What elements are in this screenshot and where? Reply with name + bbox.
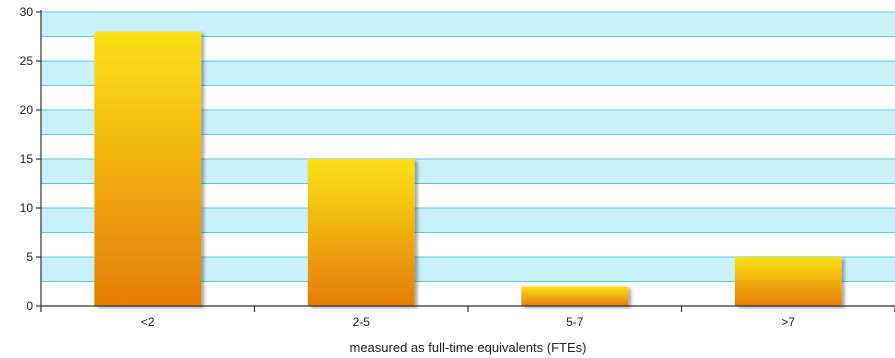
x-tick-label: 5-7 (566, 315, 584, 329)
y-tick-label: 20 (20, 103, 34, 117)
y-tick-label: 25 (20, 54, 34, 68)
y-tick-label: 30 (20, 5, 34, 19)
axes (36, 10, 895, 312)
x-tick-label: >7 (781, 315, 795, 329)
y-tick-labels: 0 5 10 15 20 25 30 (20, 5, 34, 313)
x-tick-labels: <2 2-5 5-7 >7 (141, 315, 796, 329)
x-tick-label: 2-5 (353, 315, 371, 329)
x-axis-title: measured as full-time equivalents (FTEs) (350, 340, 587, 355)
bar->7 (734, 257, 842, 306)
y-tick-label: 0 (26, 299, 33, 313)
bar-2-5 (307, 159, 415, 306)
y-tick-label: 15 (20, 152, 34, 166)
x-tick-label: <2 (141, 315, 155, 329)
y-tick-label: 10 (20, 201, 34, 215)
bar-5-7 (521, 286, 629, 306)
bar-<2 (94, 31, 202, 306)
y-tick-label: 5 (26, 250, 33, 264)
bars (94, 31, 842, 306)
